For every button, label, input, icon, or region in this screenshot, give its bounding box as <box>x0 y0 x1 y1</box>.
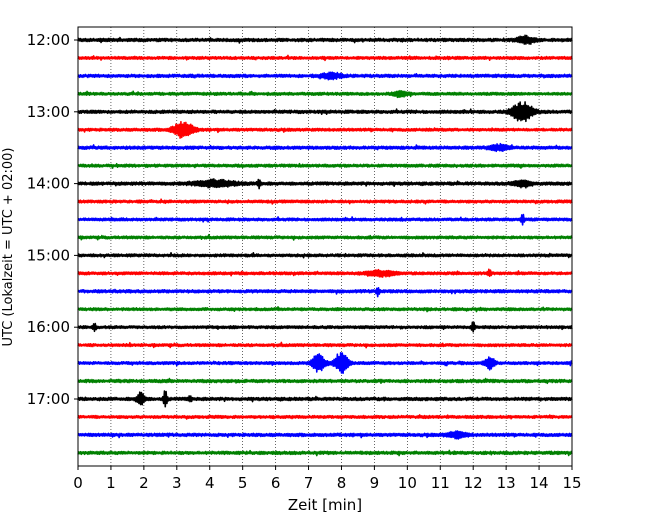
x-tick-label: 1 <box>106 474 116 492</box>
y-tick-label: 13:00 <box>27 103 70 121</box>
x-tick-label: 14 <box>530 474 549 492</box>
y-tick-label: 12:00 <box>27 31 70 49</box>
trace-1345 <box>77 162 573 169</box>
x-tick-label: 7 <box>304 474 314 492</box>
x-tick-label: 6 <box>271 474 281 492</box>
y-axis-label: UTC (Lokalzeit = UTC + 02:00) <box>1 148 16 347</box>
y-tick-label: 16:00 <box>27 318 70 336</box>
trace-1245 <box>77 89 573 99</box>
trace-1330 <box>77 142 573 153</box>
y-tick-label: 15:00 <box>27 246 70 264</box>
plot-frame <box>77 26 573 467</box>
trace-1715 <box>77 414 573 420</box>
x-tick-label: 13 <box>497 474 516 492</box>
x-tick-label: 11 <box>431 474 450 492</box>
trace-1230 <box>77 71 573 81</box>
trace-1545 <box>77 306 573 313</box>
trace-1300 <box>77 101 573 123</box>
y-tick-label: 14:00 <box>27 175 70 193</box>
x-tick-label: 5 <box>238 474 248 492</box>
trace-1630 <box>77 352 573 375</box>
trace-1730 <box>77 430 573 440</box>
x-axis-label: Zeit [min] <box>288 496 362 514</box>
seismogram-traces <box>77 34 573 457</box>
axes: 0 1 2 3 4 5 6 7 8 9 10 11 12 13 14 1512:0013:0014:0015:… <box>27 26 582 492</box>
trace-1200 <box>77 34 573 45</box>
trace-1515 <box>77 268 573 278</box>
trace-1430 <box>77 213 573 226</box>
trace-1415 <box>77 198 573 205</box>
x-tick-label: 2 <box>139 474 149 492</box>
trace-1500 <box>77 251 573 259</box>
x-tick-label: 15 <box>562 474 581 492</box>
trace-1700 <box>77 390 573 408</box>
trace-1530 <box>77 287 573 298</box>
gridlines <box>110 27 540 466</box>
trace-1600 <box>77 321 573 333</box>
trace-1745 <box>77 449 573 457</box>
trace-1315 <box>77 120 573 139</box>
x-tick-label: 4 <box>205 474 215 492</box>
x-tick-label: 9 <box>370 474 380 492</box>
trace-1400 <box>77 178 573 190</box>
x-tick-label: 3 <box>172 474 182 492</box>
trace-1645 <box>77 377 573 385</box>
x-tick-label: 10 <box>398 474 417 492</box>
trace-1445 <box>77 233 573 241</box>
trace-1615 <box>77 341 573 349</box>
trace-1215 <box>77 54 573 62</box>
x-tick-label: 0 <box>73 474 83 492</box>
y-tick-label: 17:00 <box>27 390 70 408</box>
x-tick-label: 8 <box>337 474 347 492</box>
x-tick-label: 12 <box>464 474 483 492</box>
